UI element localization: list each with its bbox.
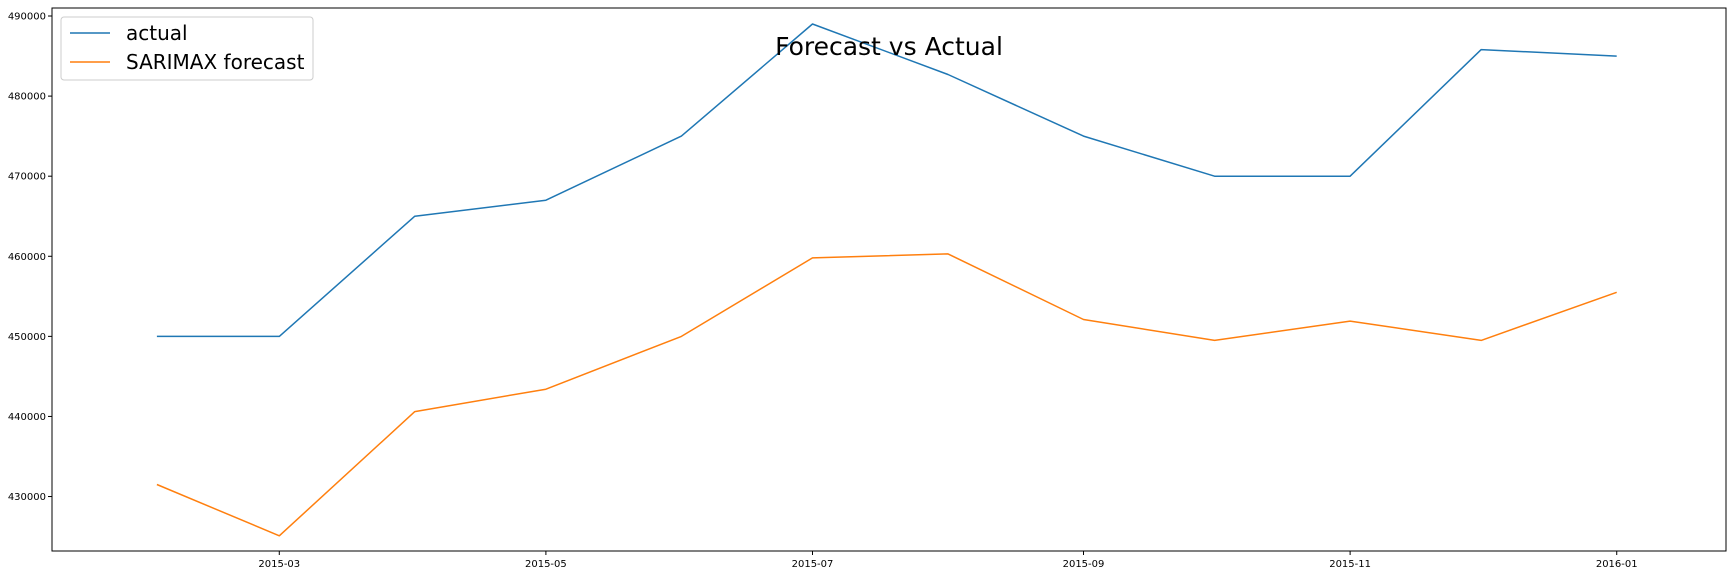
x-tick-label: 2016-01 [1596, 559, 1638, 570]
x-tick-label: 2015-07 [792, 559, 834, 570]
legend-label-0: actual [126, 21, 188, 45]
plot-area [52, 8, 1726, 551]
plot-frame [51, 7, 1727, 552]
y-tick-label: 470000 [8, 172, 46, 183]
series-line-1 [156, 253, 1617, 537]
y-tick-label: 450000 [8, 332, 46, 343]
x-tick-label: 2015-03 [258, 559, 300, 570]
legend-box [60, 16, 314, 81]
y-tick-label: 440000 [8, 412, 46, 423]
y-tick-label: 460000 [8, 252, 46, 263]
x-tick-label: 2015-11 [1329, 559, 1371, 570]
y-tick-label: 430000 [8, 492, 46, 503]
series-line-0 [156, 23, 1617, 338]
chart-title: Forecast vs Actual [775, 32, 1003, 61]
x-tick-label: 2015-05 [525, 559, 567, 570]
y-tick-label: 490000 [8, 12, 46, 23]
legend: actual SARIMAX forecast [60, 16, 314, 81]
y-tick-label: 480000 [8, 92, 46, 103]
legend-label-1: SARIMAX forecast [126, 50, 305, 74]
x-tick-label: 2015-09 [1063, 559, 1105, 570]
